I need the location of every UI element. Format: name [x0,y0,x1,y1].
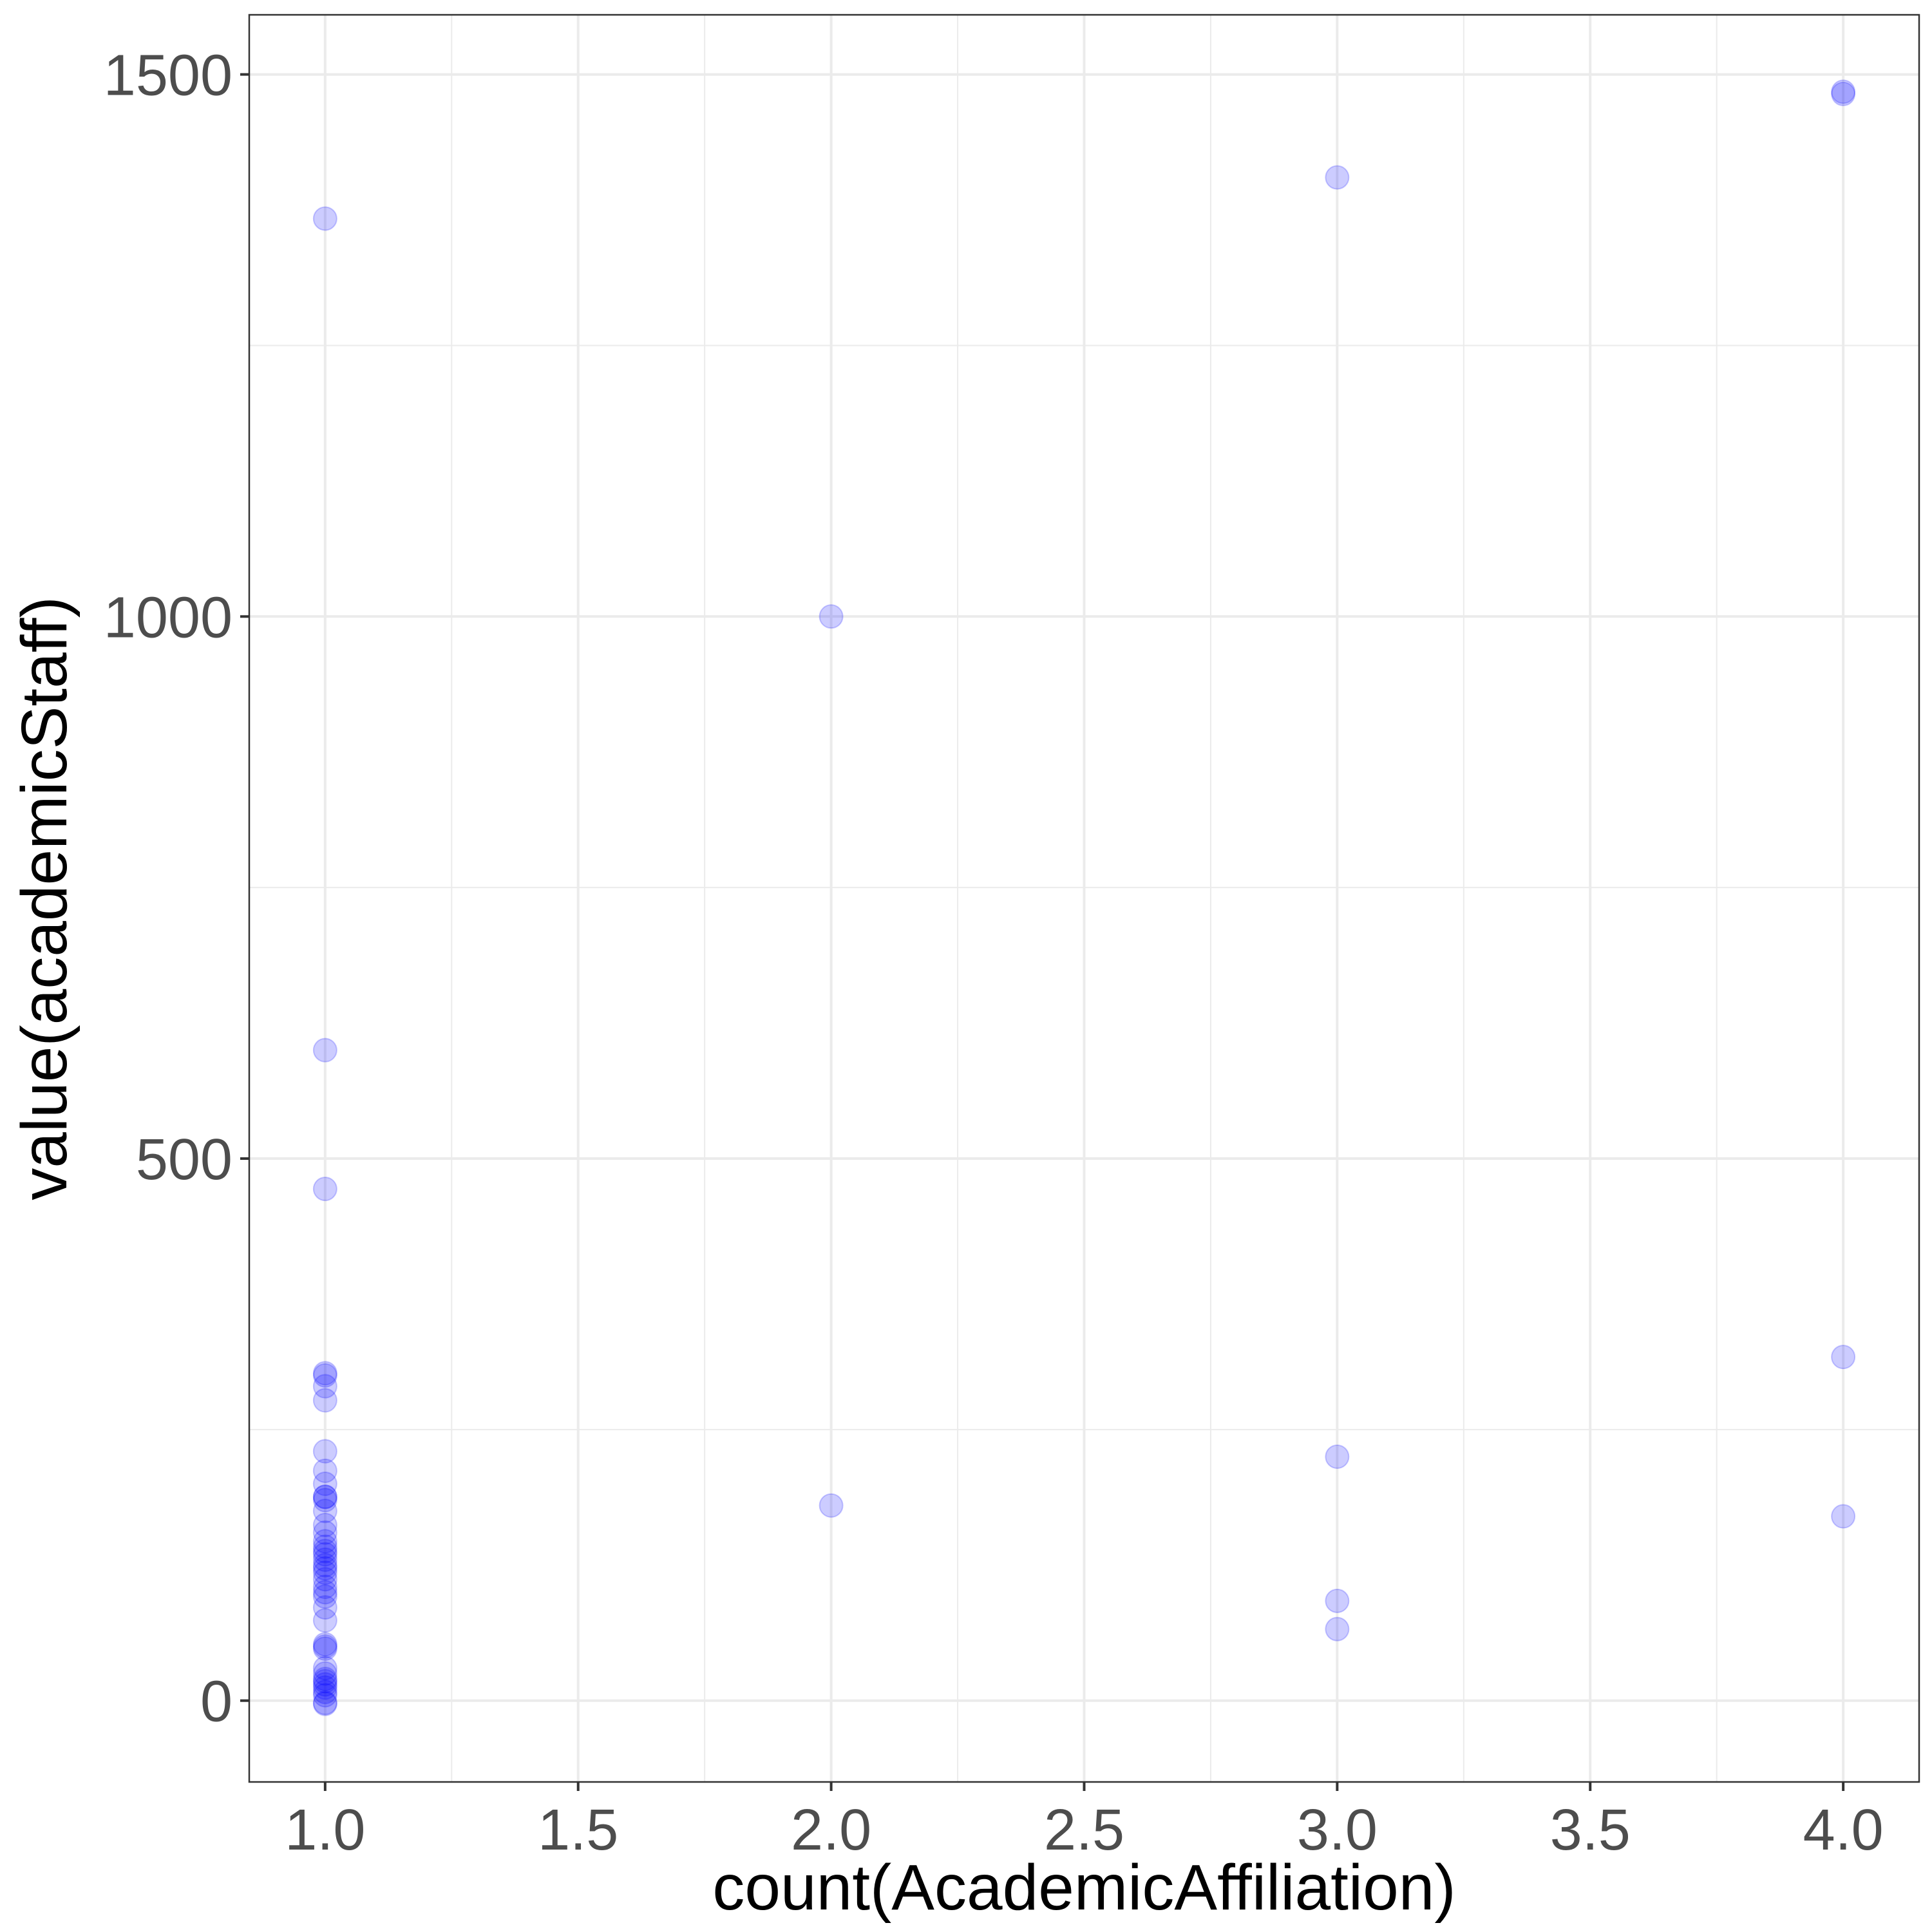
y-axis-ticks: 0 500 1000 1500 [104,44,249,1734]
data-point [312,1608,337,1633]
major-grid-lines [249,15,1919,1782]
data-point [312,1553,337,1578]
data-point [312,1439,337,1464]
data-point [312,1595,337,1620]
data-point [312,1661,337,1686]
data-point [312,1361,337,1386]
data-point [312,1675,337,1700]
data-point [819,604,844,629]
data-point [312,1632,337,1657]
data-point [312,1484,337,1510]
data-point [312,1520,337,1545]
x-axis-ticks: 1.0 1.5 2.0 2.5 3.0 3.5 4.0 [285,1782,1884,1862]
data-point [312,1458,337,1483]
data-point [312,1499,337,1524]
y-axis-title: value(academicStaff) [8,596,80,1200]
data-point [312,1534,337,1559]
data-point [312,1680,337,1705]
data-point [312,1547,337,1572]
y-tick-label: 0 [200,1670,232,1734]
y-tick-label: 500 [136,1128,232,1192]
data-point [312,1567,337,1592]
data-point [312,1529,337,1554]
data-point [312,1472,337,1497]
data-point [312,1667,337,1692]
x-tick-label: 1.0 [285,1798,365,1862]
data-point [312,1513,337,1538]
data-point [312,1636,337,1661]
data-points [312,79,1856,1716]
data-point [312,1560,337,1586]
data-point [1831,1504,1856,1529]
data-point [312,1388,337,1413]
data-point [312,1669,337,1694]
data-point [1325,165,1350,190]
x-tick-label: 3.0 [1297,1798,1378,1862]
y-tick-label: 1500 [104,44,232,108]
data-point [312,1363,337,1388]
data-point [1831,1345,1856,1370]
data-point [312,1574,337,1599]
x-tick-label: 4.0 [1803,1798,1884,1862]
x-tick-label: 2.5 [1044,1798,1124,1862]
data-point [312,1580,337,1605]
data-point [312,1542,337,1567]
data-point [819,1493,844,1518]
x-tick-label: 2.0 [791,1798,871,1862]
x-tick-label: 3.5 [1550,1798,1631,1862]
data-point [312,1037,337,1063]
data-point [312,1691,337,1716]
data-point [312,1634,337,1659]
x-tick-label: 1.5 [538,1798,618,1862]
data-point [312,1584,337,1609]
data-point [312,1683,337,1708]
data-point [1325,1444,1350,1469]
data-point [312,1484,337,1510]
data-point [312,206,337,231]
data-point [312,1690,337,1716]
data-point [1831,79,1856,104]
data-point [312,1488,337,1513]
data-point [312,1374,337,1399]
data-point [1325,1588,1350,1613]
data-point [312,1539,337,1564]
data-point [1831,81,1856,106]
data-point [312,1656,337,1681]
data-point [312,1556,337,1581]
y-tick-label: 1000 [104,585,232,650]
data-point [312,1177,337,1202]
x-axis-title: count(AcademicAffiliation) [712,1852,1455,1924]
data-point [1325,1616,1350,1642]
data-point [312,1672,337,1697]
